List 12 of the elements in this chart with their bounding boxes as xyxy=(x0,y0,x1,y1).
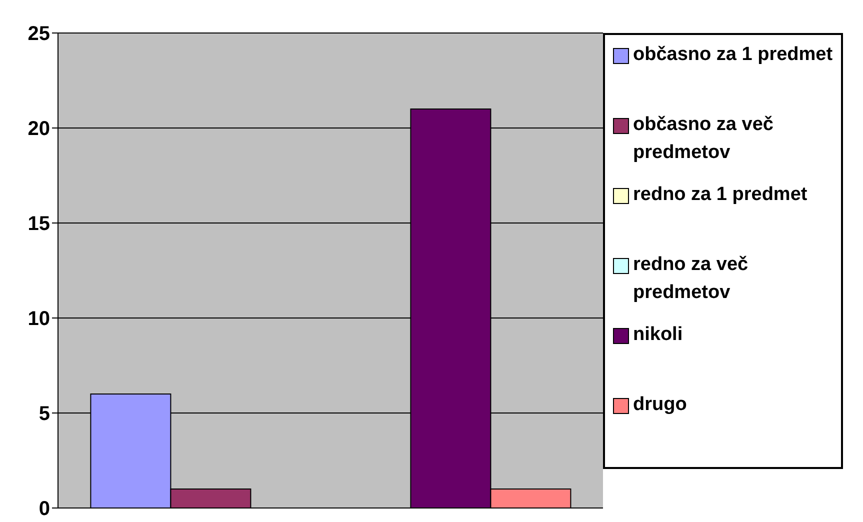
legend-label: redno za 1 predmet xyxy=(633,183,808,207)
legend-label: redno za več predmetov xyxy=(633,253,750,305)
legend-label: občasno za 1 predmet xyxy=(633,43,833,67)
y-tick-label: 5 xyxy=(38,403,50,426)
y-tick-label: 10 xyxy=(28,308,50,330)
legend-label: drugo xyxy=(633,393,687,417)
y-tick-label: 15 xyxy=(28,213,50,236)
y-tick-label: 0 xyxy=(38,498,50,520)
y-tick-label: 20 xyxy=(28,118,50,140)
legend-label: občasno za več predmetov xyxy=(633,113,774,165)
y-tick-label: 25 xyxy=(28,23,50,46)
legend-label: nikoli xyxy=(633,323,683,347)
